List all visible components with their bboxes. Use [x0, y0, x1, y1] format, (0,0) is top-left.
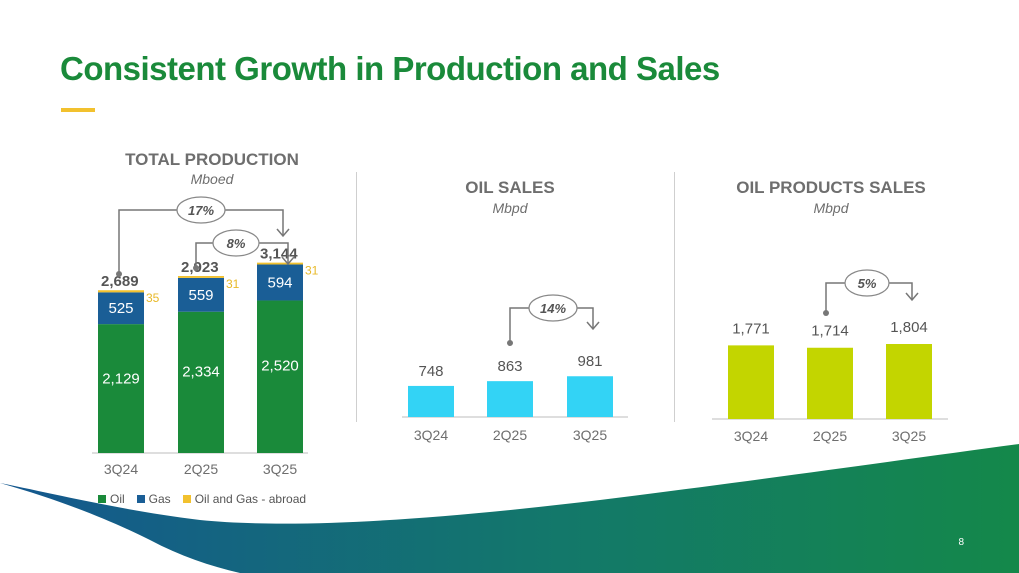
anno-14pct-label: 14% — [540, 301, 566, 316]
label-oil-sales-3Q24: 748 — [418, 363, 443, 380]
bar-oil-sales-3Q24 — [408, 385, 454, 417]
bar-oil-products-3Q25 — [886, 344, 932, 419]
bar-abroad-3Q25 — [257, 262, 303, 265]
anno-8pct-arrowhead — [281, 256, 295, 266]
page-title: Consistent Growth in Production and Sale… — [60, 50, 720, 87]
anno-17pct-label: 17% — [188, 203, 214, 218]
label-total-3Q25: 3,144 — [260, 246, 298, 263]
anno-14pct-arrowhead — [586, 321, 600, 331]
legend-label-abroad: Oil and Gas - abroad — [194, 492, 307, 506]
bar-oil-products-2Q25 — [807, 347, 853, 419]
total-production-title: TOTAL PRODUCTION — [125, 150, 299, 169]
bar-gas-3Q25 — [257, 264, 303, 301]
legend-label-oil: Oil — [110, 492, 125, 506]
tick-2Q25: 2Q25 — [184, 461, 218, 477]
label-oil-products-2Q25: 1,714 — [811, 323, 849, 340]
label-oil-products-3Q25: 1,804 — [890, 319, 928, 336]
bar-abroad-3Q24 — [98, 290, 144, 293]
label-oil-2Q25: 2,334 — [182, 364, 220, 381]
label-abroad-2Q25: 31 — [226, 277, 240, 291]
label-total-2Q25: 2,923 — [181, 259, 219, 276]
legend-label-gas: Gas — [148, 492, 171, 506]
bar-abroad-2Q25 — [178, 276, 224, 278]
label-oil-sales-2Q25: 863 — [497, 358, 522, 375]
bar-oil-sales-3Q25 — [567, 376, 613, 417]
label-oil-3Q25: 2,520 — [261, 358, 299, 375]
label-gas-3Q25: 594 — [267, 274, 292, 291]
label-gas-3Q24: 525 — [108, 300, 133, 317]
label-gas-2Q25: 559 — [188, 287, 213, 304]
divider-left — [356, 172, 357, 422]
legend-item-abroad: Oil and Gas - abroad — [182, 492, 307, 506]
tick-oil-products-3Q25: 3Q25 — [892, 428, 926, 444]
label-total-3Q24: 2,689 — [101, 273, 139, 290]
legend-item-oil: Oil — [98, 492, 125, 506]
legend-swatch-abroad — [182, 495, 191, 503]
label-oil-sales-3Q25: 981 — [577, 353, 602, 370]
legend-swatch-oil — [98, 495, 106, 503]
bar-oil-products-3Q24 — [728, 345, 774, 419]
anno-5pct-oval — [844, 269, 890, 297]
tick-3Q25: 3Q25 — [263, 461, 297, 477]
oil-products-unit: Mbpd — [813, 200, 849, 216]
total-production-chart: TOTAL PRODUCTION Mboed 2,129 525 35 2,689 3Q24… — [92, 150, 319, 477]
bar-oil-2Q25 — [178, 311, 224, 453]
bar-oil-3Q24 — [98, 324, 144, 453]
tick-oil-sales-2Q25: 2Q25 — [493, 427, 527, 443]
title-accent-bar — [61, 108, 95, 112]
label-oil-3Q24: 2,129 — [102, 370, 140, 387]
tick-oil-products-3Q24: 3Q24 — [734, 428, 768, 444]
bar-oil-sales-2Q25 — [487, 381, 533, 417]
tick-oil-sales-3Q25: 3Q25 — [573, 427, 607, 443]
tick-oil-sales-3Q24: 3Q24 — [414, 427, 448, 443]
page-number: 8 — [958, 537, 964, 548]
oil-products-sales-chart: OIL PRODUCTS SALES Mbpd 1,771 3Q24 1,714 2Q25… — [712, 178, 948, 444]
footer-wave — [0, 444, 1019, 573]
bar-gas-2Q25 — [178, 277, 224, 312]
divider-right — [674, 172, 675, 422]
tick-3Q24: 3Q24 — [104, 461, 138, 477]
oil-sales-unit: Mbpd — [492, 200, 528, 216]
anno-17pct-arrowhead — [276, 228, 290, 238]
anno-14pct-oval — [528, 294, 578, 322]
legend-swatch-gas — [136, 495, 145, 503]
anno-5pct-label: 5% — [858, 276, 877, 291]
legend: Oil Gas Oil and Gas - abroad — [98, 492, 306, 506]
anno-5pct-arrowhead — [905, 292, 919, 302]
legend-item-gas: Gas — [136, 492, 171, 506]
label-oil-products-3Q24: 1,771 — [732, 320, 770, 337]
label-abroad-3Q24: 35 — [146, 291, 160, 305]
anno-8pct-oval — [212, 229, 260, 257]
tick-oil-products-2Q25: 2Q25 — [813, 428, 847, 444]
oil-sales-chart: OIL SALES Mbpd 748 3Q24 863 2Q25 981 3Q25 14% — [402, 178, 628, 443]
oil-sales-title: OIL SALES — [465, 178, 554, 197]
label-abroad-3Q25: 31 — [305, 264, 319, 278]
oil-products-title: OIL PRODUCTS SALES — [736, 178, 926, 197]
bar-oil-3Q25 — [257, 300, 303, 453]
anno-8pct-label: 8% — [227, 236, 246, 251]
anno-17pct-oval — [176, 196, 226, 224]
total-production-unit: Mboed — [191, 171, 235, 187]
bar-gas-3Q24 — [98, 292, 144, 325]
